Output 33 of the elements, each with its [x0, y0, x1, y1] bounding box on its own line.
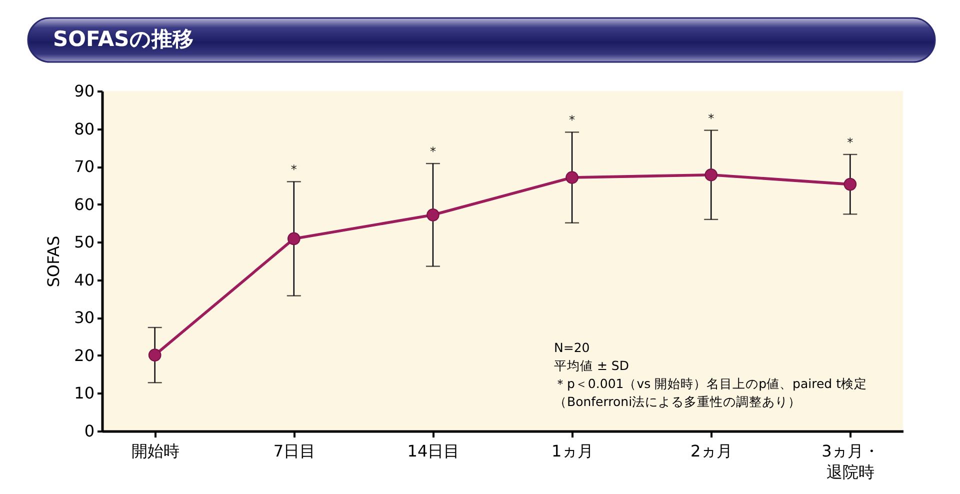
- x-tick-label: 7日目: [273, 442, 316, 460]
- x-tick-label: 1ヵ月: [551, 442, 594, 460]
- y-tick-label: 40: [74, 270, 94, 290]
- y-tick-label: 90: [74, 82, 94, 100]
- annotation: *: [708, 111, 714, 126]
- point: [287, 232, 300, 246]
- point: [566, 171, 578, 184]
- point: [148, 348, 162, 362]
- annotation: *: [430, 144, 436, 159]
- y-tick-label: 10: [74, 384, 94, 403]
- annotation: N=20: [554, 340, 590, 355]
- annotation: *: [569, 113, 576, 128]
- y-tick-label: 20: [74, 346, 94, 365]
- x-tick-label: 14日目: [407, 442, 460, 460]
- point: [426, 208, 440, 222]
- x-tick-label: 開始時: [131, 442, 180, 460]
- annotation: ＊p＜0.001（vs 開始時）名目上のp値、paired t検定: [554, 376, 867, 391]
- y-axis-title: SOFAS: [44, 236, 64, 288]
- x-tick-label: 2ヵ月: [690, 442, 733, 460]
- chart-title: SOFASの推移: [53, 27, 194, 51]
- annotation: （Bonferroni法による多重性の調整あり）: [554, 394, 802, 409]
- annotation: *: [847, 135, 854, 150]
- y-tick-label: 80: [74, 119, 94, 138]
- annotation: 平均値 ± SD: [554, 358, 629, 373]
- y-tick-label: 60: [74, 194, 94, 214]
- point: [704, 168, 718, 182]
- point: [844, 178, 857, 191]
- y-tick-label: 0: [84, 422, 94, 440]
- y-tick-label: 70: [74, 157, 94, 176]
- annotation: *: [290, 162, 297, 177]
- x-tick-label: 3ヵ月・退院時: [822, 442, 880, 482]
- y-tick-label: 50: [74, 232, 94, 252]
- y-tick-label: 30: [74, 308, 94, 328]
